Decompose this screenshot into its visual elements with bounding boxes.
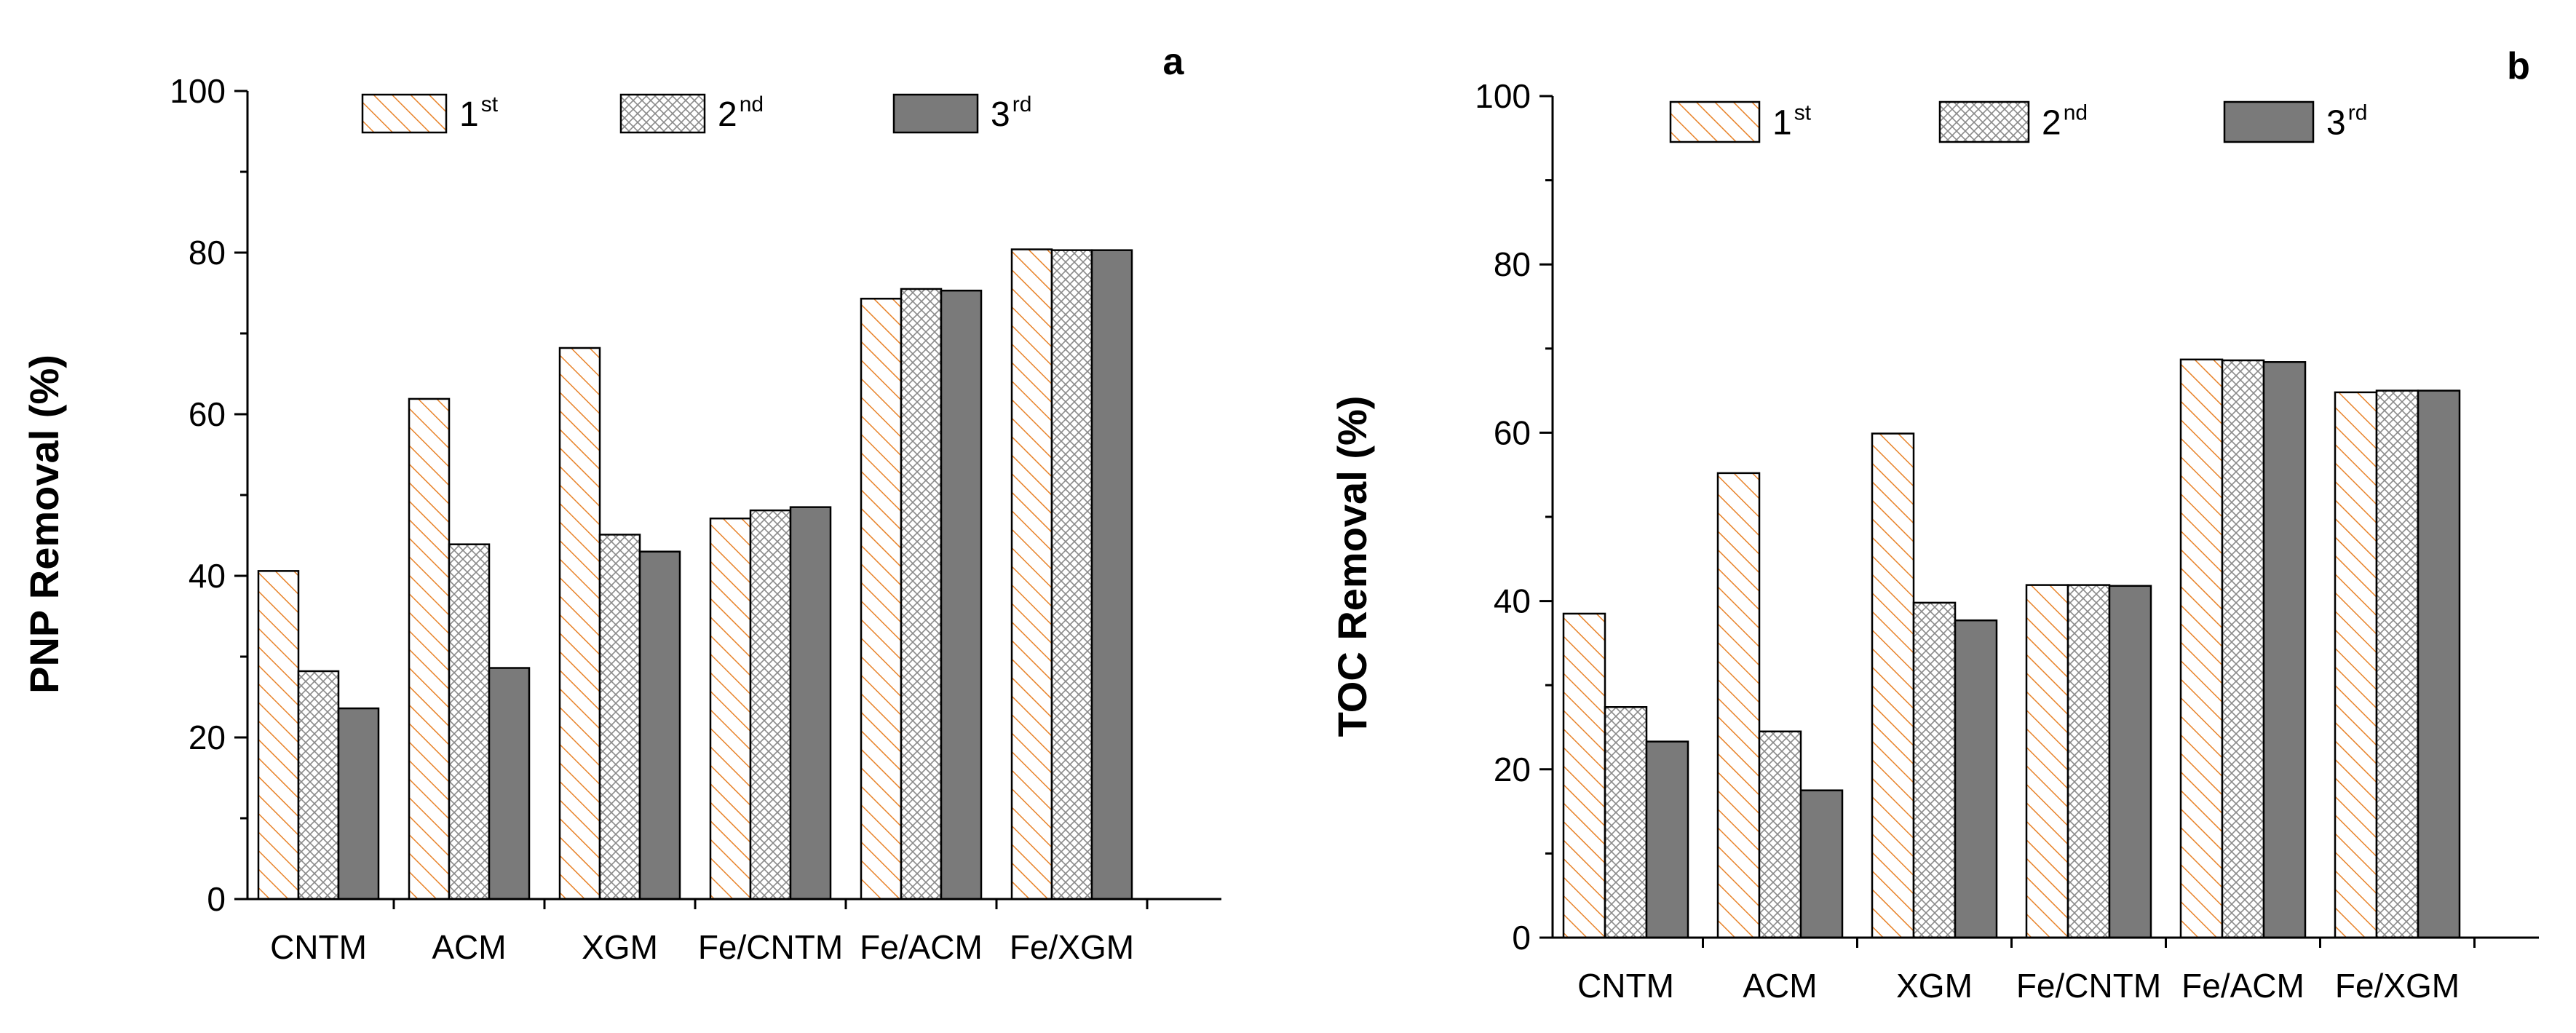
- bar-b-1st-fe-xgm: [2334, 391, 2378, 939]
- y-axis-title: TOC Removal (%): [1329, 396, 1375, 737]
- y-tick-label: 100: [1475, 77, 1531, 115]
- bar-b-2nd-fe-cntm: [2066, 584, 2111, 939]
- legend-swatch: [892, 93, 979, 134]
- y-tick-label: 0: [1512, 919, 1531, 957]
- bar-a-2nd-fe-cntm: [749, 509, 792, 901]
- x-tick-label: Fe/XGM: [1010, 928, 1134, 966]
- bar-b-2nd-fe-xgm: [2375, 389, 2420, 939]
- x-tick-label: XGM: [1896, 967, 1973, 1005]
- panel-label: b: [2507, 45, 2530, 87]
- legend-swatch: [361, 93, 448, 134]
- bar-b-1st-acm: [1716, 472, 1761, 939]
- y-tick-label: 20: [1494, 751, 1531, 788]
- bar-a-1st-fe-acm: [860, 298, 903, 901]
- x-tick-label: CNTM: [270, 928, 367, 966]
- bar-b-1st-xgm: [1871, 432, 1915, 939]
- bar-a-1st-fe-xgm: [1010, 248, 1053, 901]
- bar-a-2nd-fe-acm: [900, 288, 943, 901]
- y-tick-label: 80: [189, 234, 226, 272]
- bar-b-2nd-fe-acm: [2221, 359, 2265, 939]
- legend-swatch: [2223, 100, 2315, 143]
- bar-a-3rd-acm: [488, 667, 531, 901]
- chart-panel-b: CNTM ACM XGM Fe/CNTM Fe/ACM Fe/XGM 0 20 40 60 80 10…: [1329, 45, 2539, 1005]
- bar-a-3rd-xgm: [638, 550, 681, 901]
- x-tick-label: Fe/ACM: [860, 928, 983, 966]
- y-tick-label: 80: [1494, 245, 1531, 283]
- legend-swatch: [1669, 100, 1761, 143]
- bar-a-2nd-fe-xgm: [1050, 249, 1093, 901]
- bar-a-1st-fe-cntm: [709, 517, 752, 901]
- legend-swatch: [619, 93, 706, 134]
- y-axis-title: PNP Removal (%): [21, 355, 67, 694]
- bar-a-1st-acm: [408, 397, 451, 901]
- y-tick-label: 60: [1494, 413, 1531, 451]
- bar-b-3rd-acm: [1799, 789, 1844, 939]
- x-tick-label: Fe/XGM: [2335, 967, 2460, 1005]
- bar-b-1st-fe-acm: [2179, 358, 2224, 939]
- y-tick-label: 0: [207, 880, 226, 918]
- bar-a-2nd-xgm: [598, 534, 641, 901]
- bar-a-3rd-cntm: [337, 707, 380, 901]
- panel-label: a: [1163, 41, 1185, 83]
- y-tick-label: 40: [189, 557, 226, 595]
- bar-b-1st-cntm: [1562, 612, 1606, 939]
- bar-a-3rd-fe-xgm: [1090, 249, 1133, 901]
- x-tick-label: XGM: [582, 928, 658, 966]
- legend-swatch: [1938, 100, 2030, 143]
- bar-b-3rd-xgm: [1954, 619, 1998, 939]
- chart-panel-a: CNTM ACM XGM Fe/CNTM Fe/ACM Fe/XGM 0 20 40 60 80 10…: [21, 41, 1221, 966]
- x-tick-label: ACM: [432, 928, 506, 966]
- bar-b-1st-fe-cntm: [2025, 584, 2069, 939]
- bar-a-1st-cntm: [257, 570, 300, 901]
- x-tick-label: Fe/CNTM: [698, 928, 843, 966]
- bar-b-2nd-xgm: [1912, 601, 1957, 939]
- bar-b-2nd-cntm: [1604, 706, 1648, 939]
- y-tick-label: 100: [170, 72, 226, 110]
- bar-a-2nd-cntm: [297, 670, 340, 901]
- y-tick-label: 40: [1494, 582, 1531, 620]
- bar-b-3rd-fe-xgm: [2417, 389, 2461, 939]
- y-tick-label: 60: [189, 395, 226, 433]
- bar-a-3rd-fe-cntm: [789, 506, 832, 901]
- x-tick-label: ACM: [1743, 967, 1817, 1005]
- bar-b-2nd-acm: [1758, 730, 1802, 939]
- bar-b-3rd-fe-acm: [2262, 361, 2307, 939]
- bar-a-1st-xgm: [558, 347, 601, 901]
- bar-a-3rd-fe-acm: [940, 289, 983, 901]
- bar-b-3rd-fe-cntm: [2108, 585, 2152, 939]
- x-tick-label: Fe/ACM: [2181, 967, 2304, 1005]
- bar-b-3rd-cntm: [1645, 740, 1689, 939]
- y-tick-label: 20: [189, 719, 226, 756]
- x-tick-label: CNTM: [1577, 967, 1674, 1005]
- bar-a-2nd-acm: [448, 543, 491, 901]
- x-tick-label: Fe/CNTM: [2016, 967, 2161, 1005]
